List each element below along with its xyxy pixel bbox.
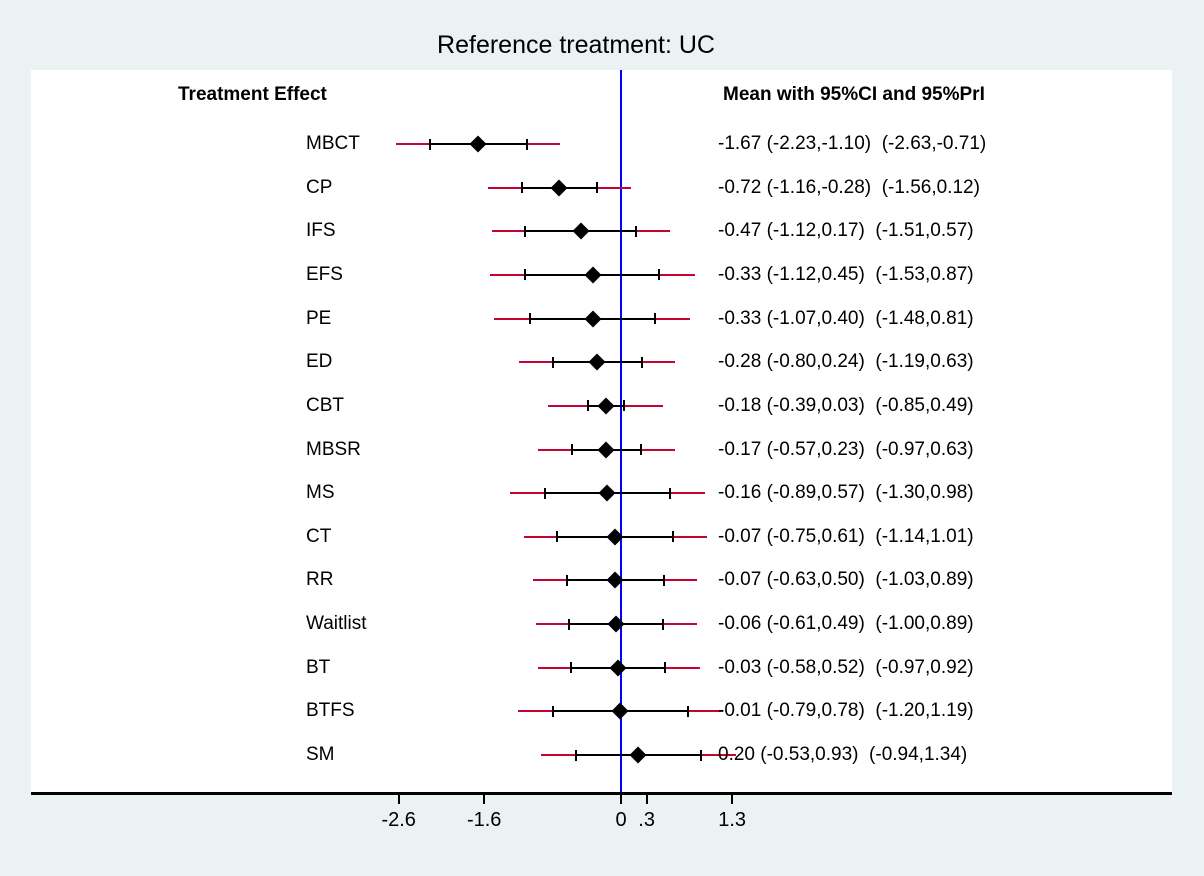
ci-cap-right [672, 531, 675, 543]
treatment-label: SM [306, 744, 335, 765]
mean-ci-pri-header: Mean with 95%CI and 95%PrI [723, 84, 985, 105]
estimate-text: -1.67 (-2.23,-1.10) (-2.63,-0.71) [718, 133, 987, 154]
x-tick-label: .3 [638, 809, 655, 831]
treatment-label: MBCT [306, 133, 360, 154]
treatment-label: EFS [306, 263, 343, 285]
ci-cap-left [520, 182, 523, 194]
estimate-text: -0.47 (-1.12,0.17) (-1.51,0.57) [718, 220, 974, 242]
estimate-text: -0.16 (-0.89,0.57) (-1.30,0.98) [718, 482, 974, 504]
ci-cap-left [566, 574, 569, 586]
treatment-label: PE [306, 307, 332, 329]
estimate-text: -0.07 (-0.75,0.61) (-1.14,1.01) [718, 525, 974, 547]
treatment-label: Waitlist [306, 613, 367, 635]
plot-area [31, 70, 1172, 793]
estimate-text: -0.18 (-0.39,0.03) (-0.85,0.49) [718, 394, 974, 416]
estimate-text: -0.01 (-0.79,0.78) (-1.20,1.19) [718, 700, 974, 722]
estimate-text: -0.06 (-0.61,0.49) (-1.00,0.89) [718, 613, 974, 635]
treatment-effect-header: Treatment Effect [178, 84, 327, 105]
estimate-text: -0.03 (-0.58,0.52) (-0.97,0.92) [718, 656, 974, 678]
ci-cap-right [654, 313, 657, 325]
estimate-text: -0.72 (-1.16,-0.28) (-1.56,0.12) [718, 176, 980, 198]
estimate-text: -0.33 (-1.12,0.45) (-1.53,0.87) [718, 263, 974, 285]
x-tick-label: -2.6 [381, 809, 416, 831]
treatment-label: BT [306, 656, 331, 678]
ci-cap-right [664, 662, 667, 674]
estimate-text: 0.20 (-0.53,0.93) (-0.94,1.34) [718, 744, 968, 765]
x-tick-mark [483, 795, 486, 804]
estimate-text: -0.28 (-0.80,0.24) (-1.19,0.63) [718, 351, 974, 373]
ci-cap-right [525, 138, 528, 150]
ci-cap-right [639, 444, 642, 455]
x-tick-mark [645, 795, 648, 804]
ci-cap-left [551, 356, 554, 368]
ci-cap-left [571, 444, 574, 455]
treatment-label: CBT [306, 394, 344, 416]
treatment-label: MBSR [306, 438, 361, 460]
x-tick-label: -1.6 [466, 809, 502, 831]
reference-line [620, 70, 622, 793]
ci-cap-right [596, 182, 599, 194]
treatment-label: BTFS [306, 700, 355, 722]
ci-cap-left [429, 138, 432, 150]
ci-cap-right [661, 618, 664, 630]
ci-cap-right [686, 705, 689, 717]
estimate-text: -0.17 (-0.57,0.23) (-0.97,0.63) [718, 438, 974, 460]
ci-cap-left [524, 225, 527, 237]
ci-cap-right [658, 269, 661, 281]
ci-cap-left [524, 269, 527, 281]
treatment-label: IFS [306, 220, 336, 242]
x-tick-label: 1.3 [718, 809, 747, 831]
x-tick-mark [397, 795, 400, 804]
ci-cap-left [528, 313, 531, 325]
ci-cap-left [574, 749, 577, 761]
ci-cap-left [567, 618, 570, 630]
treatment-label: MS [306, 482, 335, 504]
ci-cap-left [555, 531, 558, 543]
x-tick-mark [620, 795, 622, 804]
ci-cap-left [570, 662, 573, 674]
ci-cap-left [543, 487, 546, 499]
ci-cap-right [668, 487, 671, 499]
ci-cap-right [699, 749, 702, 761]
ci-cap-right [634, 225, 637, 237]
ci-cap-left [552, 705, 555, 717]
x-tick-label: 0 [615, 809, 627, 831]
treatment-label: CP [306, 176, 333, 198]
ci-cap-right [622, 400, 625, 412]
ci-cap-left [586, 400, 589, 412]
ci-cap-right [662, 574, 665, 586]
treatment-label: RR [306, 569, 334, 591]
treatment-label: CT [306, 525, 332, 547]
treatment-label: ED [306, 351, 333, 373]
x-axis-line [31, 792, 1172, 795]
estimate-text: -0.07 (-0.63,0.50) (-1.03,0.89) [718, 569, 974, 591]
ci-cap-right [640, 356, 643, 368]
chart-title: Reference treatment: UC [437, 31, 715, 59]
x-tick-mark [731, 795, 734, 804]
estimate-text: -0.33 (-1.07,0.40) (-1.48,0.81) [718, 307, 974, 329]
